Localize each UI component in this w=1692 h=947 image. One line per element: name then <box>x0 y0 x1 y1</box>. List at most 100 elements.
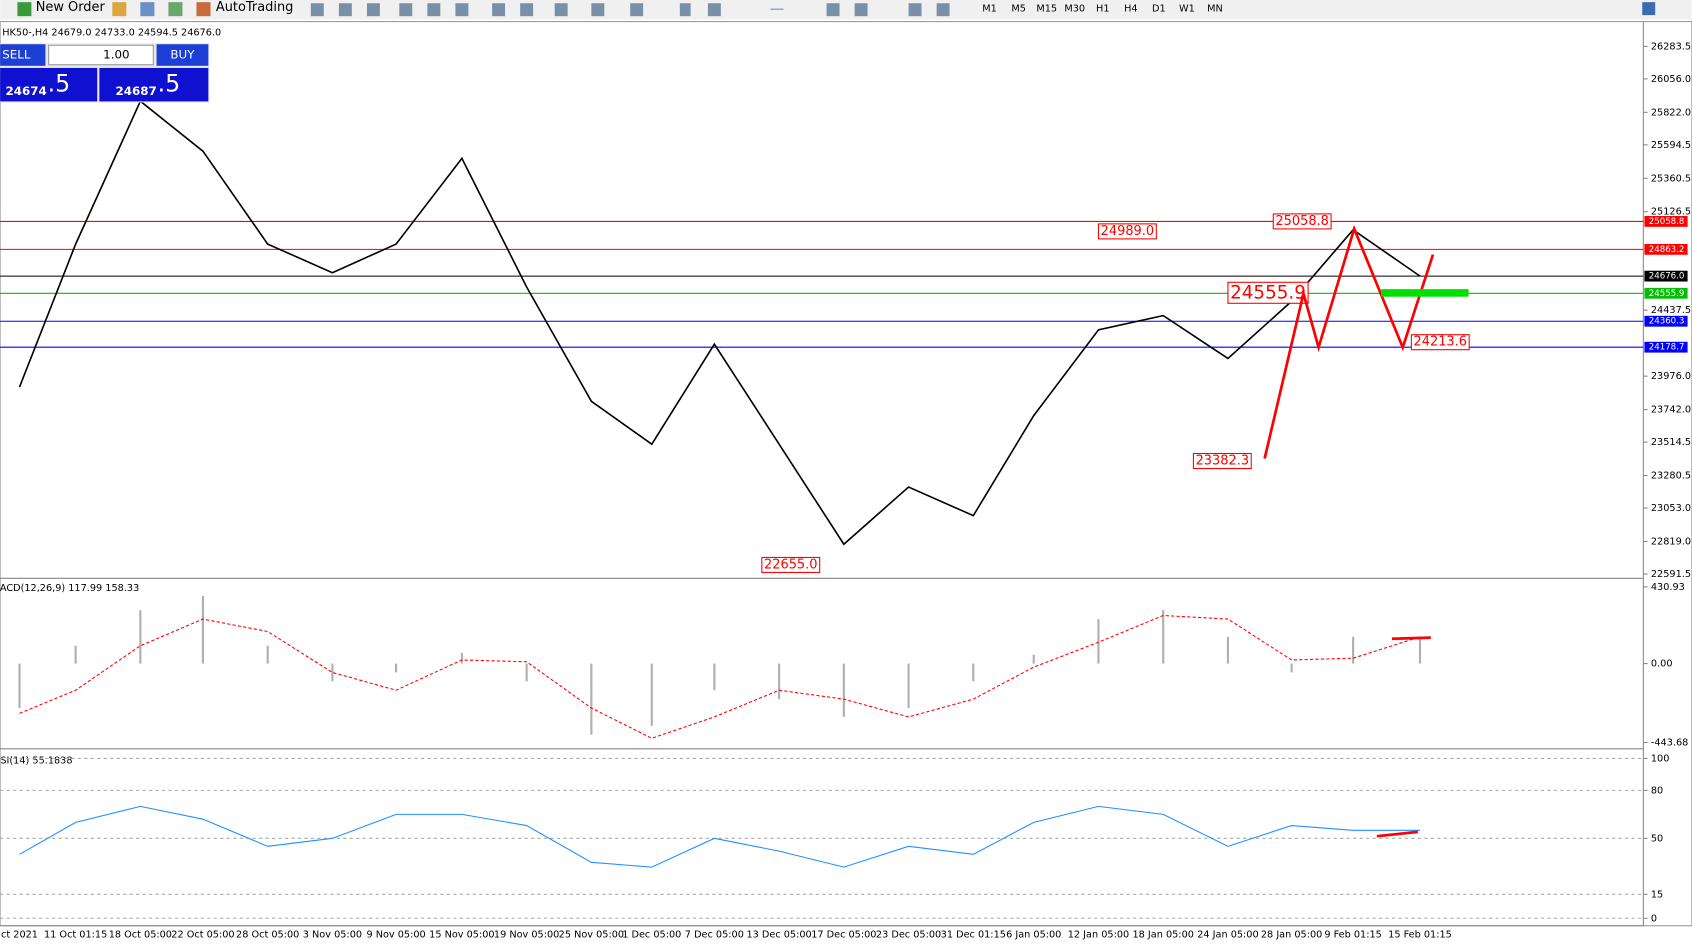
sell-fraction: .5 <box>48 70 71 98</box>
annotation-box <box>1272 213 1332 230</box>
x-tick-label: 28 Jan 05:00 <box>1261 929 1322 940</box>
level-label: 24360.3 <box>1649 317 1685 327</box>
macd-bar <box>590 663 593 735</box>
search-icon[interactable] <box>1642 2 1656 16</box>
y-tick-label: 22819.0 <box>1651 537 1691 548</box>
level-label: 24863.2 <box>1649 245 1685 255</box>
toolbar <box>0 0 1692 20</box>
timeframe-button[interactable]: W1 <box>1179 4 1195 15</box>
timeframe-button[interactable]: H1 <box>1096 4 1109 15</box>
macd-bar <box>1418 636 1422 664</box>
annotation-box <box>1192 452 1252 470</box>
timeframe-button[interactable]: H4 <box>1124 4 1137 15</box>
lots: 1.00 <box>103 48 129 62</box>
sell-button[interactable] <box>0 44 46 66</box>
one-click-panel: SELL 1.00 BUY 24674 .5 24687 .5 <box>0 43 210 103</box>
level-label: 25058.8 <box>1649 217 1685 227</box>
plots: 26283.5 26056.0 25822.0 25594.5 25360.5 25126… <box>0 41 1691 940</box>
timeframe-button[interactable]: M1 <box>982 4 997 15</box>
rsi-header: RSI(14) 55.1838 <box>0 756 73 767</box>
x-tick-label: 6 Jan 05:00 <box>1006 929 1061 940</box>
macd-bar <box>18 663 21 709</box>
y-tick-label: 15 <box>1651 889 1663 900</box>
macd-bar <box>525 663 528 682</box>
x-tick-label: 15 Nov 05:00 <box>429 929 494 940</box>
x-tick-label: 15 Feb 01:15 <box>1388 929 1452 940</box>
new-order-button[interactable]: New Order <box>36 0 106 15</box>
macd-bar <box>842 663 845 717</box>
chart-window <box>0 21 1692 927</box>
macd-signal <box>19 614 1421 739</box>
buy-button[interactable] <box>156 44 209 66</box>
icon <box>168 2 183 17</box>
y-tick-label: 80 <box>1651 785 1663 796</box>
level-tag <box>1644 216 1688 227</box>
y-tick-label: 100 <box>1651 753 1670 764</box>
x-tick-label: 18 Oct 05:00 <box>109 929 172 940</box>
price-annotation: 24989.0 <box>1101 224 1155 239</box>
drawings <box>1263 224 1435 838</box>
price-annotation: 23382.3 <box>1196 454 1249 469</box>
x-tick-label: 25 Nov 05:00 <box>559 929 624 940</box>
macd-bar <box>1097 619 1100 664</box>
timeframe-button[interactable]: M30 <box>1064 4 1085 15</box>
sell-price: 24674 <box>6 84 47 98</box>
icon <box>196 2 211 17</box>
y-tick-label: 430.93 <box>1651 582 1685 593</box>
sell-label: SELL <box>2 48 31 62</box>
buy-price: 24687 <box>116 84 157 98</box>
tool-icons <box>310 3 950 17</box>
y-tick-label: 23514.5 <box>1651 437 1691 448</box>
macd-bar <box>1290 663 1293 673</box>
macd-bar <box>460 652 463 664</box>
timeframe-button[interactable]: M15 <box>1036 4 1057 15</box>
macd-bar <box>713 663 716 691</box>
sell-price-box[interactable] <box>0 67 98 102</box>
x-tick-label: 7 Dec 05:00 <box>685 929 744 940</box>
y-tick-label: 50 <box>1651 833 1663 844</box>
annotation-box <box>1097 223 1157 240</box>
rsi-line <box>19 805 1420 868</box>
macd-bar <box>395 663 398 673</box>
macd-bar <box>139 610 142 664</box>
y-tick-label: 23053.0 <box>1651 503 1691 514</box>
x-tick-label: 23 Dec 05:00 <box>876 929 941 940</box>
level-label: 24178.7 <box>1649 343 1685 353</box>
chart-header: HK50-,H4 24679.0 24733.0 24594.5 24676.0 <box>2 27 221 38</box>
annotation-box <box>761 556 821 573</box>
x-tick-label: 11 Oct 01:15 <box>44 929 107 940</box>
timeframe-button[interactable]: MN <box>1207 4 1223 15</box>
y-tick-label: 0 <box>1651 913 1657 924</box>
timeframes: M1 M5 M15 M30 H1 H4 D1 W1 MN <box>982 4 1223 15</box>
macd-bar <box>1162 610 1165 664</box>
x-tick-label: 9 Feb 01:15 <box>1324 929 1381 940</box>
annotation-box <box>1410 334 1470 351</box>
price-annotation: 24213.6 <box>1414 335 1467 350</box>
level-tag <box>1644 315 1688 327</box>
timeframe-button[interactable]: D1 <box>1152 4 1166 15</box>
macd-bar <box>1032 654 1035 664</box>
price-annotation: 22655.0 <box>764 557 818 572</box>
macd-bar <box>1226 636 1230 664</box>
macd-bar <box>650 663 653 726</box>
timeframe-button[interactable]: M5 <box>1011 4 1026 15</box>
buy-price-box[interactable] <box>99 67 209 102</box>
level-tag <box>1644 270 1688 282</box>
y-tick-label: 26283.5 <box>1651 41 1691 52</box>
lots-input[interactable] <box>48 44 154 66</box>
x-tick-label: 3 Nov 05:00 <box>303 929 362 940</box>
icon <box>17 2 32 17</box>
auto-trading-button[interactable]: AutoTrading <box>216 0 294 15</box>
x-tick-label: 13 Dec 05:00 <box>746 929 811 940</box>
macd-bar <box>201 595 205 664</box>
x-tick-label: 22 Oct 05:00 <box>171 929 234 940</box>
macd-bar <box>74 645 77 664</box>
level-tag <box>1644 287 1688 299</box>
macd-bar <box>266 645 269 664</box>
buy-fraction: .5 <box>158 70 181 98</box>
zone-marker <box>1381 289 1469 297</box>
macd-header: MACD(12,26,9) 117.99 158.33 <box>0 583 139 594</box>
